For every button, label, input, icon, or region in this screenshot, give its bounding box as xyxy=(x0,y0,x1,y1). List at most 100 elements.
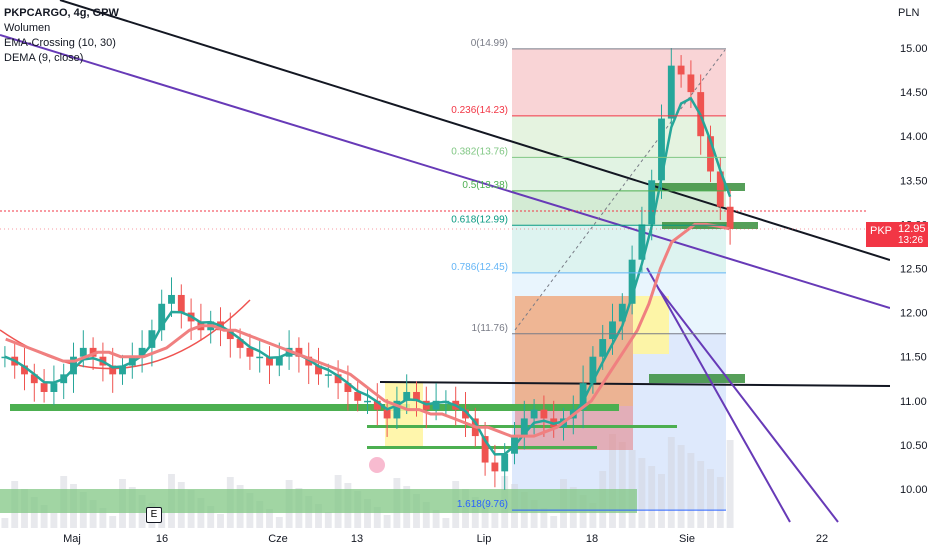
volume-bar xyxy=(589,503,597,528)
earnings-marker[interactable]: E xyxy=(146,507,162,523)
green-zone-4 xyxy=(649,183,745,191)
volume-bar xyxy=(687,453,695,528)
candle-body xyxy=(50,383,58,392)
y-tick-label: 15.00 xyxy=(900,43,928,55)
ema-slow-line xyxy=(5,222,730,438)
candle-body xyxy=(89,347,97,357)
currency-label: PLN xyxy=(898,7,919,19)
green-zone-1 xyxy=(10,404,410,411)
candle-body xyxy=(246,347,254,357)
candle-body xyxy=(491,462,499,472)
fibonacci-labels: 0(14.99) 0.236(14.23) 0.382(13.76) 0.5(13.3… xyxy=(451,38,726,511)
volume-bar xyxy=(89,500,97,528)
volume-bar xyxy=(481,505,489,528)
moving-averages xyxy=(4,96,732,456)
volume-bar xyxy=(638,458,646,528)
candle-body xyxy=(540,409,548,419)
green-zone-3 xyxy=(649,374,745,383)
last-price-tag: PKP 12.95 13:26 xyxy=(866,222,928,247)
y-tick-label: 12.50 xyxy=(900,264,928,276)
x-tick-label: 18 xyxy=(586,533,598,545)
fib-zone xyxy=(512,190,726,226)
price-tag-value: 12.95 xyxy=(898,223,926,235)
candle-body xyxy=(501,453,509,472)
candle-body xyxy=(618,303,626,322)
chart-drawings xyxy=(0,0,891,523)
y-tick-label: 11.50 xyxy=(900,352,927,364)
candle-body xyxy=(579,383,587,410)
price-tag-countdown: 13:26 xyxy=(898,235,924,246)
y-tick-label: 11.00 xyxy=(900,396,927,408)
volume-bar xyxy=(1,518,9,528)
candle-body xyxy=(315,365,322,375)
volume-bar xyxy=(697,461,705,528)
green-zone-2 xyxy=(423,404,619,411)
fib-level-label: 0(14.99) xyxy=(471,38,508,49)
candle-body xyxy=(667,65,675,119)
candle-body xyxy=(462,409,469,419)
volume-bar xyxy=(50,513,58,528)
x-tick-label: Sie xyxy=(679,533,695,545)
candle-body xyxy=(726,206,734,229)
volume-bar xyxy=(109,516,117,528)
indicator-dema[interactable]: DEMA (9, close) xyxy=(4,52,84,64)
candle-body xyxy=(177,294,185,313)
indicator-ema-crossing[interactable]: EMA-Crossing (10, 30) xyxy=(4,37,116,49)
fib-level-label: 1.618(9.76) xyxy=(457,499,508,510)
candle-body xyxy=(638,224,646,260)
candle-body xyxy=(334,374,342,384)
volume-bar xyxy=(540,508,548,528)
indicator-volume[interactable]: Wolumen xyxy=(4,22,51,34)
volume-bar xyxy=(40,505,48,528)
trendline-purple-1 xyxy=(0,34,891,309)
volume-bar xyxy=(442,518,450,528)
time-axis: Maj 16 Cze 13 Lip 18 Sie 22 xyxy=(0,528,932,550)
candle-body xyxy=(354,391,362,401)
candle-body xyxy=(520,418,528,437)
candle-body xyxy=(158,303,166,331)
candle-body xyxy=(119,365,126,375)
fib-level-label: 0.618(12.99) xyxy=(451,214,508,225)
volume-bar xyxy=(217,514,224,528)
candle-body xyxy=(266,356,273,366)
volume-bar xyxy=(618,442,626,528)
volume-bar xyxy=(373,507,381,528)
volume-bar xyxy=(648,466,656,528)
green-zone-bottom xyxy=(0,489,637,513)
candle-body xyxy=(109,365,117,375)
candle-body xyxy=(599,339,607,357)
candle-body xyxy=(481,436,489,463)
volume-bar xyxy=(658,474,665,528)
volume-bar xyxy=(266,509,273,528)
volume-bar xyxy=(422,502,430,528)
fib-level-label: 0.786(12.45) xyxy=(451,262,508,273)
fib-level-label: 0.382(13.76) xyxy=(451,146,508,157)
candle-body xyxy=(707,136,714,172)
price-axis-bg xyxy=(890,0,932,530)
x-tick-label: 13 xyxy=(351,533,363,545)
candle-body xyxy=(344,383,352,392)
y-tick-label: 10.50 xyxy=(900,440,928,452)
fib-level-label: 1(11.76) xyxy=(471,323,508,334)
y-tick-label: 13.50 xyxy=(900,175,928,187)
volume-bar xyxy=(432,510,440,528)
y-tick-label: 14.50 xyxy=(900,87,928,99)
candle-body xyxy=(275,356,283,366)
candle-body xyxy=(148,330,156,348)
y-tick-label: 10.00 xyxy=(900,484,928,496)
orange-box xyxy=(515,296,633,406)
candle-body xyxy=(530,409,538,419)
candle-body xyxy=(687,74,695,93)
fib-zone xyxy=(512,225,726,273)
ema-fast-line xyxy=(4,96,732,456)
candle-body xyxy=(30,374,38,384)
volume-bar xyxy=(256,501,264,528)
trendline-purple-2 xyxy=(646,267,791,523)
volume-bar xyxy=(677,445,685,528)
candle-body xyxy=(413,391,420,401)
candle-body xyxy=(383,409,391,419)
volume-bar xyxy=(707,469,714,528)
volume-bar xyxy=(324,512,332,528)
volume-bar xyxy=(491,513,499,528)
